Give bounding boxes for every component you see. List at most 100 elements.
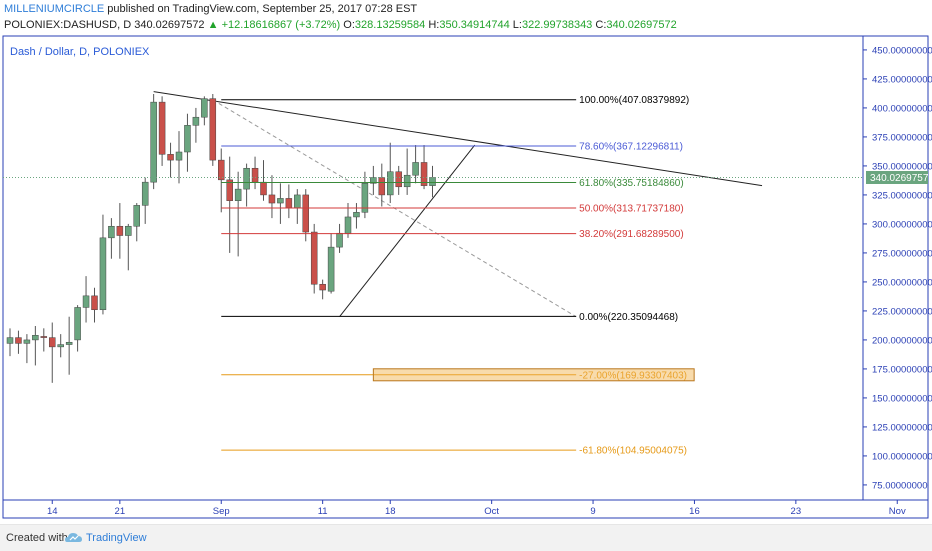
candle-down [395, 171, 402, 188]
price-tick-label: 375.00000000 [872, 132, 932, 143]
candle-up [125, 225, 132, 236]
price-tick-label: 225.00000000 [872, 306, 932, 317]
candle-up [133, 205, 140, 227]
last-price-tag-text: 340.02697572 [870, 173, 932, 184]
candle-down [302, 194, 309, 233]
candle-up [336, 232, 343, 248]
candle-up [370, 177, 377, 184]
last-price-tag-bg [866, 170, 928, 184]
price-tick-label: 450.00000000 [872, 45, 932, 56]
price-tick-label: 125.00000000 [872, 422, 932, 433]
candle-up [141, 181, 149, 206]
ascending-trendline [339, 144, 476, 318]
close-value: 340.02697572 [606, 19, 677, 31]
candle-up [74, 307, 81, 341]
price-tick-label: 425.00000000 [872, 74, 932, 85]
time-tick-label: 23 [791, 506, 802, 517]
author-link[interactable]: MILLENIUMCIRCLE [4, 3, 105, 15]
candle-down [15, 337, 22, 344]
candle-down [319, 283, 326, 291]
open-value: 328.13259584 [354, 19, 426, 31]
candle-up [403, 174, 411, 188]
candle-down [209, 98, 217, 161]
chart-title: Dash / Dollar, D, POLONIEX [10, 46, 150, 58]
published-text: published on TradingView.com, September … [104, 3, 418, 15]
price-tick-label: 200.00000000 [872, 335, 932, 346]
candle-up [327, 246, 335, 292]
fib-level-label: 61.80%(335.75184860) [579, 178, 684, 189]
candle-down [310, 231, 318, 285]
candle-down [268, 194, 276, 204]
descending-trendline [153, 91, 763, 187]
fib-level-label: 100.00%(407.08379892) [579, 95, 689, 106]
symbol-name: POLONIEX:DASHUSD, D [4, 19, 132, 31]
time-tick-label: Sep [213, 506, 230, 517]
tradingview-logo-icon [64, 531, 84, 548]
tradingview-link[interactable]: TradingView [86, 532, 147, 544]
candle-up [412, 162, 419, 176]
candle-down [251, 167, 259, 183]
price-tick-label: 300.00000000 [872, 219, 932, 230]
price-tick-label: 250.00000000 [872, 277, 932, 288]
candle-up [277, 198, 284, 204]
time-tick-label: 9 [590, 506, 595, 517]
low-value: 322.99738343 [521, 19, 593, 31]
time-tick-label: 18 [385, 506, 396, 517]
candle-up [57, 344, 64, 348]
candles-layer [6, 94, 436, 383]
created-with-text: Created with [6, 532, 68, 544]
fib-level-label: 0.00%(220.35094468) [579, 312, 678, 323]
candle-up [65, 341, 73, 345]
candle-down [91, 295, 98, 311]
candle-up [6, 337, 14, 344]
time-tick-label: 21 [115, 506, 126, 517]
footer: Created with TradingView [0, 524, 932, 551]
candle-up [353, 212, 360, 218]
time-tick-label: Nov [889, 506, 906, 517]
candle-up [234, 188, 242, 201]
price-tick-label: 275.00000000 [872, 248, 932, 259]
symbol-header: POLONIEX:DASHUSD, D 340.02697572 ▲ +12.1… [4, 19, 677, 31]
candle-down [226, 179, 233, 201]
candle-up [99, 237, 107, 311]
price-tick-label: 75.00000000 [872, 480, 927, 491]
price-tick-label: 350.00000000 [872, 161, 932, 172]
candle-down [40, 336, 48, 338]
price-tick-label: 400.00000000 [872, 103, 932, 114]
candle-down [260, 181, 267, 196]
candle-up [344, 216, 352, 234]
candle-up [184, 125, 191, 153]
candle-down [218, 159, 225, 181]
candle-up [82, 295, 90, 308]
candle-up [429, 177, 436, 186]
candle-down [49, 337, 56, 348]
candle-up [192, 116, 200, 126]
candle-up [387, 171, 394, 196]
candle-up [294, 194, 301, 208]
candle-down [167, 154, 174, 161]
high-value: 350.34914744 [439, 19, 510, 31]
time-axis[interactable]: 14 21 Sep 11 18 Oct 9 16 23 Nov [47, 500, 906, 517]
price-tick-label: 325.00000000 [872, 190, 932, 201]
fib-level-label: -61.80%(104.95004075) [579, 446, 687, 457]
candle-up [361, 183, 369, 213]
candle-up [175, 151, 183, 161]
time-tick-label: 16 [689, 506, 700, 517]
publish-header: MILLENIUMCIRCLE published on TradingView… [4, 3, 417, 15]
high-label: H: [428, 19, 440, 31]
last-price: 340.02697572 [134, 19, 205, 31]
fib-layer: 100.00%(407.08379892) 78.60%(367.12296811… [3, 95, 863, 457]
candle-down [158, 101, 166, 155]
candle-down [420, 162, 428, 186]
candle-up [23, 339, 31, 344]
chart-frame [2, 35, 929, 519]
last-price-tag: 340.02697572 [866, 170, 932, 184]
price-axis[interactable]: 75.00000000 100.00000000 125.00000000 150.0… [863, 45, 932, 491]
candle-down [116, 225, 124, 236]
target-zone-box [372, 368, 695, 382]
time-tick-label: 11 [318, 506, 328, 517]
candle-down [378, 177, 386, 196]
close-label: C: [595, 19, 607, 31]
candle-up [150, 101, 157, 183]
